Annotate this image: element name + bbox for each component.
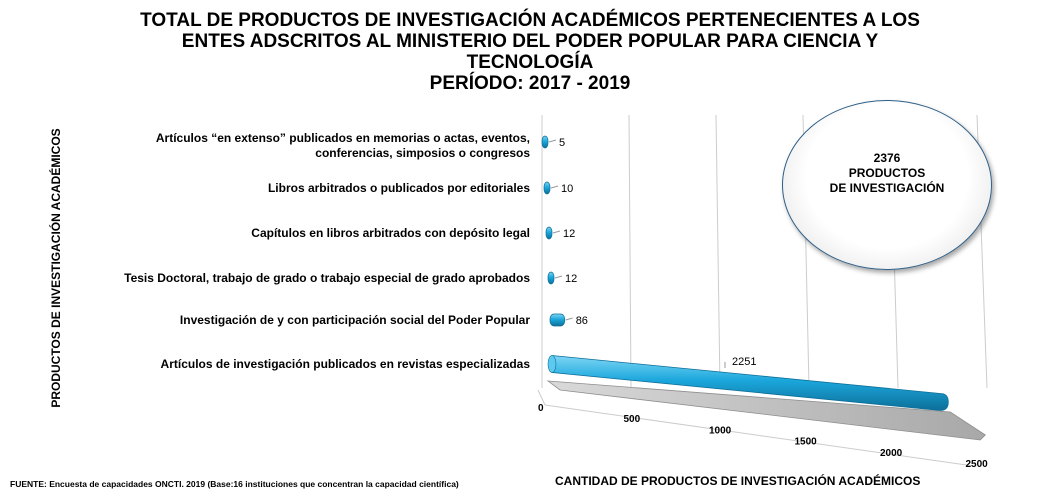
category-label-line: Investigación de y con participación soc…: [179, 312, 530, 327]
category-label-line: Libros arbitrados o publicados por edito…: [267, 180, 530, 195]
data-label-leader: [550, 185, 559, 189]
x-tick-label: 0: [538, 403, 544, 414]
chart-title: TOTAL DE PRODUCTOS DE INVESTIGACIÓN ACAD…: [80, 10, 980, 94]
data-label-leader: [565, 317, 573, 321]
bar: [541, 135, 549, 149]
x-tick-label: 1500: [795, 437, 818, 448]
data-label: 12: [565, 273, 577, 285]
bar-cap: [547, 355, 557, 373]
category-label: Artículos “en extenso” publicados en mem…: [156, 131, 530, 161]
gridline: [715, 114, 721, 389]
data-label-leader: [554, 275, 563, 279]
x-tick-label: 1000: [709, 425, 732, 436]
floor-edge: [537, 389, 546, 406]
category-label-line: Artículos “en extenso” publicados en mem…: [155, 131, 530, 145]
category-label-line: conferencias, simposios o congresos: [315, 146, 530, 160]
gridline: [628, 114, 632, 389]
data-label: 5: [559, 137, 565, 149]
category-label-line: Tesis Doctoral, trabajo de grado o traba…: [124, 270, 530, 285]
x-tick-label: 2500: [966, 459, 989, 470]
total-callout: 2376 PRODUCTOS DE INVESTIGACIÓN: [782, 100, 992, 270]
bar: [551, 355, 949, 411]
data-label: 12: [563, 228, 575, 240]
bar: [549, 313, 566, 327]
title-line: ENTES ADSCRITOS AL MINISTERIO DEL PODER …: [181, 31, 879, 52]
bar: [543, 181, 551, 195]
title-line: TECNOLOGÍA: [466, 52, 594, 73]
category-label: Tesis Doctoral, trabajo de grado o traba…: [124, 271, 530, 286]
x-axis-label: CANTIDAD DE PRODUCTOS DE INVESTIGACIÓN A…: [555, 474, 921, 488]
callout-line1: PRODUCTOS: [848, 166, 926, 180]
category-label: Investigación de y con participación soc…: [180, 313, 530, 328]
category-label: Artículos de investigación publicados en…: [161, 357, 530, 372]
category-label: Capítulos en libros arbitrados con depós…: [251, 226, 530, 241]
category-label: Libros arbitrados o publicados por edito…: [268, 181, 530, 196]
x-tick-label: 500: [624, 414, 641, 425]
bar-shadow: [546, 380, 986, 441]
source-note: FUENTE: Encuesta de capacidades ONCTI. 2…: [10, 479, 459, 489]
bar: [545, 226, 553, 240]
category-label-line: Capítulos en libros arbitrados con depós…: [251, 225, 530, 240]
title-line: TOTAL DE PRODUCTOS DE INVESTIGACIÓN ACAD…: [140, 10, 920, 31]
callout-line2: DE INVESTIGACIÓN: [829, 181, 945, 195]
callout-total: 2376: [873, 151, 901, 165]
title-line: PERÍODO: 2017 - 2019: [429, 73, 631, 94]
data-label: 86: [576, 315, 588, 327]
data-label-leader: [552, 230, 561, 234]
bar: [547, 271, 555, 285]
data-label: 10: [561, 183, 573, 195]
category-label-line: Artículos de investigación publicados en…: [160, 356, 530, 371]
floor-edge: [544, 404, 974, 467]
x-tick-label: 2000: [880, 448, 903, 459]
data-label-leader: [548, 139, 557, 143]
data-label: 2251: [732, 356, 756, 368]
